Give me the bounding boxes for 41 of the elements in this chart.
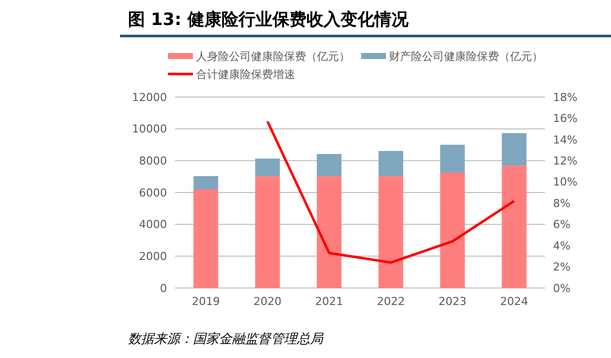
legend-label: 合计健康险保费增速 — [196, 68, 295, 81]
bar — [378, 150, 404, 176]
bar — [440, 144, 465, 172]
y2-tick-label: 4% — [553, 239, 570, 252]
x-tick-label: 2022 — [376, 295, 405, 308]
x-tick-label: 2024 — [500, 295, 528, 308]
bar — [255, 176, 280, 288]
y-tick-label: 6000 — [139, 186, 167, 200]
bar — [502, 166, 526, 288]
y2-tick-label: 18% — [553, 90, 578, 104]
source-note: 数据来源：国家金融监督管理总局 — [128, 331, 324, 347]
line-series — [266, 120, 516, 264]
x-tick-label: 2019 — [192, 295, 220, 308]
y-tick-label: 12000 — [132, 90, 167, 104]
y2-tick-label: 8% — [553, 196, 570, 210]
y-tick-label: 8000 — [139, 154, 167, 168]
y2-tick-label: 16% — [553, 112, 578, 126]
legend-label: 财产险公司健康险保费（亿元） — [389, 50, 543, 63]
chart-title: 图 13: 健康险行业保费收入变化情况 — [128, 10, 410, 30]
y-tick-label: 4000 — [139, 218, 167, 232]
y-tick-label: 2000 — [139, 250, 167, 264]
x-tick-label: 2021 — [315, 295, 344, 308]
y2-tick-label: 12% — [553, 154, 578, 168]
y2-tick-label: 14% — [553, 133, 578, 146]
bar — [502, 133, 526, 166]
y-tick-label: 0 — [160, 282, 167, 295]
bar — [440, 172, 465, 288]
y2-tick-label: 2% — [553, 260, 570, 274]
y2-tick-label: 6% — [553, 218, 570, 232]
y2-tick-label: 10% — [553, 176, 578, 189]
bar — [378, 176, 404, 288]
bar — [316, 154, 342, 176]
x-tick-label: 2023 — [438, 295, 466, 308]
y2-tick-label: 0% — [553, 282, 570, 295]
bar — [316, 176, 342, 288]
bar — [194, 189, 218, 288]
legend-label: 人身险公司健康险保费（亿元） — [196, 50, 350, 63]
y-tick-label: 10000 — [132, 122, 167, 136]
bar — [194, 176, 218, 190]
bar — [255, 158, 280, 176]
x-tick-label: 2020 — [254, 295, 282, 308]
